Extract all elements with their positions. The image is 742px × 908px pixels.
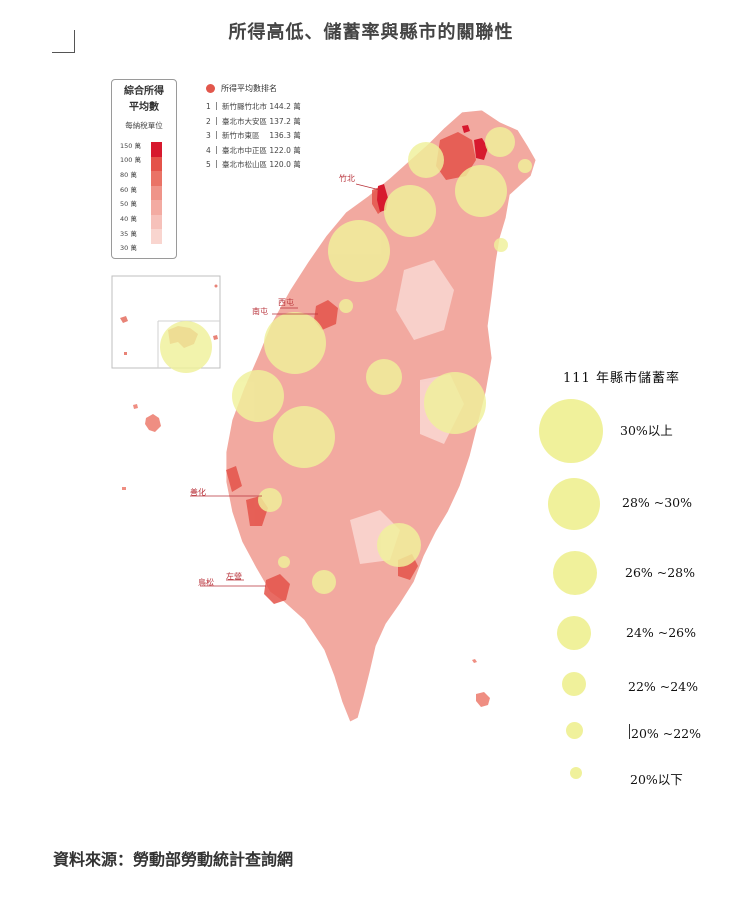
legend-swatch (151, 229, 162, 244)
legend-step-label: 35 萬 (120, 230, 137, 238)
legend-step-label: 80 萬 (120, 171, 137, 179)
rank-item: 1 新竹縣竹北市 144.2 萬 (206, 101, 301, 112)
rank-text: 新竹市東區 136.3 萬 (222, 131, 301, 140)
savings-legend-title: 111 年縣市儲蓄率 (563, 371, 680, 386)
savings-bubble-28-30 (548, 478, 600, 530)
legend-swatch (151, 171, 162, 186)
income-legend: 綜合所得 平均數 每納稅單位 150 萬 100 萬 80 萬 60 萬 50 … (111, 79, 177, 259)
label-zuoying: 左營 (226, 572, 242, 581)
green-island (472, 659, 477, 663)
rank-num: 2 (206, 117, 211, 126)
rank-num: 5 (206, 160, 211, 169)
west-islands (122, 404, 161, 490)
rank-header-text: 所得平均數排名 (221, 84, 277, 93)
savings-label: 28% ~30% (622, 495, 693, 510)
label-xitun: 西屯 (278, 298, 294, 307)
text-cursor (629, 724, 630, 739)
savings-label: 30%以上 (620, 423, 673, 438)
legend-step-label: 40 萬 (120, 215, 137, 223)
income-legend-title: 綜合所得 平均數 (112, 84, 176, 116)
savings-label: 20%以下 (630, 772, 683, 787)
savings-bubble-30plus (539, 399, 603, 463)
legend-step-label: 150 萬 (120, 142, 141, 150)
savings-label: 20% ~22% (631, 726, 702, 741)
legend-swatch (151, 156, 162, 171)
rank-text: 新竹縣竹北市 144.2 萬 (222, 102, 301, 111)
corner-crop-mark (52, 30, 75, 53)
rank-item: 4 臺北市中正區 122.0 萬 (206, 145, 301, 156)
legend-swatch (151, 200, 162, 215)
rank-dot-icon (206, 84, 215, 93)
rank-item: 2 臺北市大安區 137.2 萬 (206, 116, 301, 127)
savings-label: 22% ~24% (628, 679, 699, 694)
label-niaosong: 鳥松 (198, 578, 214, 587)
label-leaders (190, 183, 381, 587)
lanyu-island (476, 692, 490, 707)
savings-bubble-20-22 (566, 722, 583, 739)
label-shanhua: 善化 (190, 488, 206, 497)
legend-title-line1: 綜合所得 (124, 86, 164, 97)
savings-bubble-20minus (570, 767, 582, 779)
rank-text: 臺北市中正區 122.0 萬 (222, 146, 301, 155)
legend-swatch (151, 142, 162, 157)
legend-step-label: 100 萬 (120, 156, 141, 164)
savings-label: 26% ~28% (625, 565, 696, 580)
rank-item: 5 臺北市松山區 120.0 萬 (206, 159, 301, 170)
rank-item: 3 新竹市東區 136.3 萬 (206, 130, 301, 141)
rank-text: 臺北市松山區 120.0 萬 (222, 160, 301, 169)
savings-bubble-22-24 (562, 672, 586, 696)
legend-step-label: 60 萬 (120, 186, 137, 194)
legend-step-label: 30 萬 (120, 244, 137, 252)
rank-text: 臺北市大安區 137.2 萬 (222, 117, 301, 126)
page-title: 所得高低、儲蓄率與縣市的關聯性 (228, 22, 514, 43)
legend-swatch (151, 185, 162, 200)
penghu-inset-frame (111, 275, 221, 369)
savings-label: 24% ~26% (626, 625, 697, 640)
savings-bubble-26-28 (553, 551, 597, 595)
legend-title-line2: 平均數 (129, 102, 159, 113)
rank-num: 4 (206, 146, 211, 155)
rank-num: 1 (206, 102, 211, 111)
taiwan-main-island (225, 109, 537, 723)
label-nantun: 南屯 (252, 307, 268, 316)
legend-swatch (151, 214, 162, 229)
rank-num: 3 (206, 131, 211, 140)
label-zhubei: 竹北 (339, 174, 355, 183)
legend-step-label: 50 萬 (120, 200, 137, 208)
savings-bubble-24-26 (557, 616, 591, 650)
source-note: 資料來源：勞動部勞動統計查詢網 (53, 850, 294, 869)
income-legend-unit: 每納稅單位 (125, 121, 163, 130)
rank-header: 所得平均數排名 (206, 83, 277, 94)
savings-bubbles (160, 127, 532, 594)
